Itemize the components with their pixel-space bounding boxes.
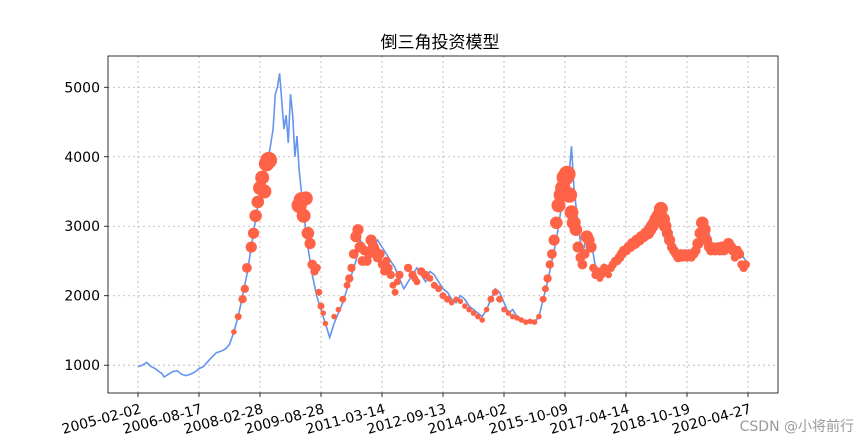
data-point — [577, 259, 588, 270]
data-point — [331, 313, 337, 320]
data-point — [238, 295, 247, 304]
data-point — [518, 317, 525, 323]
data-point — [551, 198, 566, 213]
y-tick-label: 1000 — [64, 358, 100, 374]
data-point — [496, 295, 504, 303]
y-tick-label: 3000 — [64, 219, 100, 235]
data-point — [435, 285, 443, 293]
y-tick-label: 4000 — [64, 150, 100, 166]
data-point — [536, 313, 542, 320]
data-point — [296, 208, 311, 223]
y-axis: 1000 2000 3000 4000 5000 — [64, 80, 108, 374]
data-point — [491, 288, 499, 296]
data-point — [247, 227, 260, 239]
data-point — [531, 319, 538, 325]
data-point — [585, 241, 597, 253]
data-point — [395, 270, 404, 280]
data-point — [301, 226, 315, 240]
data-point — [569, 223, 583, 236]
data-point — [653, 201, 668, 216]
data-point — [514, 315, 520, 321]
x-axis: 2005-02-022006-08-172008-02-282009-08-28… — [60, 393, 753, 438]
data-point — [527, 318, 533, 325]
data-point — [501, 306, 507, 313]
data-point — [317, 302, 325, 310]
data-point — [462, 303, 468, 309]
data-point — [564, 205, 579, 220]
data-point — [339, 295, 347, 303]
data-point — [234, 313, 242, 321]
data-point — [539, 295, 547, 303]
y-tick-label: 2000 — [64, 289, 100, 305]
data-point — [487, 295, 495, 303]
data-point — [572, 241, 584, 253]
data-point — [475, 313, 481, 320]
data-point — [384, 263, 393, 273]
data-point — [545, 260, 554, 269]
data-point — [579, 249, 590, 259]
data-point — [348, 249, 359, 259]
data-point — [386, 270, 395, 280]
data-point — [523, 319, 529, 325]
data-point — [470, 310, 477, 316]
data-point — [466, 306, 472, 313]
data-point — [298, 191, 313, 206]
data-point — [457, 298, 464, 305]
data-point — [541, 285, 549, 293]
data-point — [698, 223, 711, 236]
data-point — [734, 249, 745, 259]
data-point — [320, 310, 327, 316]
data-point — [426, 274, 434, 282]
data-point — [548, 234, 560, 246]
data-point — [315, 288, 323, 296]
data-point — [240, 284, 249, 293]
data-point — [403, 263, 413, 273]
data-point — [605, 271, 613, 279]
data-point — [741, 260, 750, 269]
data-point — [509, 313, 516, 320]
data-point — [453, 296, 459, 303]
data-point — [322, 320, 329, 327]
data-point — [393, 278, 401, 286]
data-point — [547, 249, 557, 259]
data-point — [257, 184, 272, 199]
markers — [231, 151, 750, 335]
watermark: CSDN @小将前行 — [739, 419, 854, 435]
data-point — [345, 274, 354, 283]
data-point — [561, 187, 578, 203]
data-point — [242, 263, 252, 273]
y-tick-label: 5000 — [64, 80, 100, 96]
data-point — [335, 306, 342, 313]
data-point — [304, 238, 316, 250]
data-point — [312, 263, 321, 273]
data-point — [347, 263, 356, 273]
data-point — [260, 151, 278, 169]
grid — [108, 56, 778, 393]
data-point — [251, 195, 265, 209]
data-point — [245, 241, 257, 253]
data-point — [692, 238, 704, 250]
data-point — [505, 310, 512, 316]
data-point — [479, 317, 486, 323]
data-point — [413, 278, 421, 286]
data-point — [550, 216, 563, 230]
data-point — [231, 329, 237, 335]
data-point — [343, 281, 351, 289]
data-point — [558, 165, 576, 183]
data-point — [382, 256, 391, 266]
data-point — [352, 224, 364, 236]
chart-title: 倒三角投资模型 — [381, 33, 500, 53]
data-point — [249, 209, 262, 223]
data-point — [448, 299, 455, 306]
data-point — [391, 288, 399, 296]
data-point — [543, 274, 552, 283]
plot-frame — [107, 55, 779, 394]
data-point — [483, 306, 490, 313]
data-point — [374, 249, 385, 259]
data-point — [443, 295, 451, 303]
data-point — [255, 170, 270, 185]
